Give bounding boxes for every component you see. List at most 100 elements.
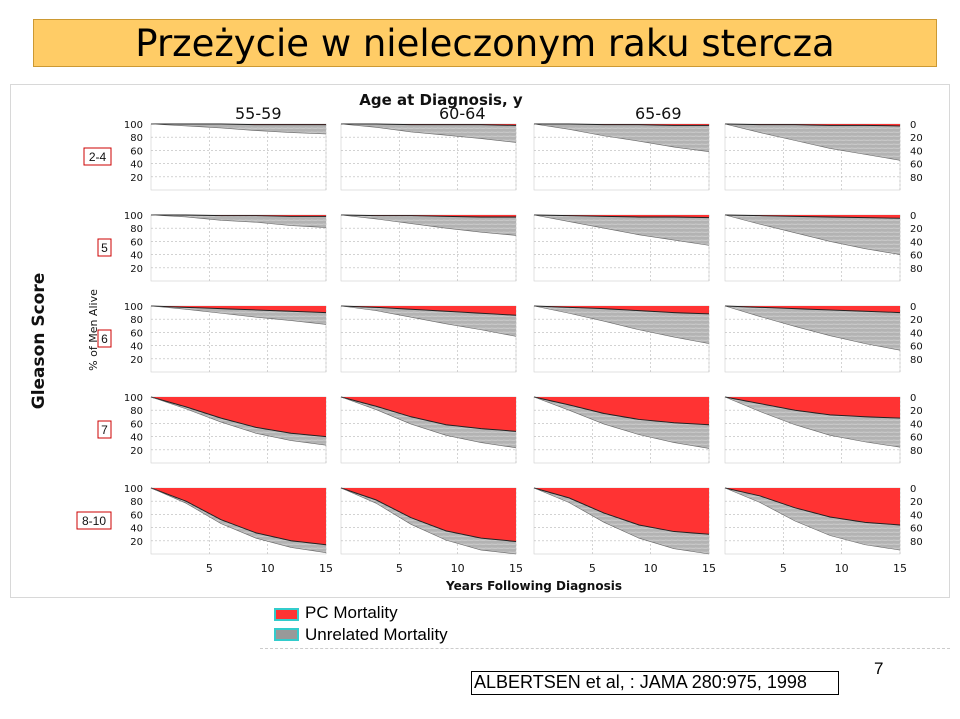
alive-boundary-line-6-65-69	[533, 305, 710, 344]
alive-boundary-line-8-10-70-74	[724, 487, 901, 551]
y-right-tick-5-60: 60	[910, 251, 923, 262]
legend-label-pc-mortality: PC Mortality	[305, 603, 398, 622]
pc-mortality-area-8-10-70-74	[725, 488, 900, 525]
chart-title: Age at Diagnosis, y	[359, 91, 523, 109]
x-tick-65-69-5: 5	[589, 562, 596, 575]
y-right-tick-8-10-80: 80	[910, 537, 923, 548]
x-tick-70-74-10: 10	[835, 562, 849, 575]
alive-boundary-line-6-70-74	[724, 305, 901, 351]
pc-mortality-area-7-55-59	[151, 397, 326, 437]
alive-boundary-line-2-4-60-64	[340, 123, 517, 143]
pc-mortality-area-8-10-60-64	[341, 488, 516, 542]
y-right-tick-6-60: 60	[910, 342, 923, 353]
row-label-7: 7	[101, 423, 108, 437]
row-axis-title: Gleason Score	[29, 273, 49, 410]
pc-boundary-line-6-70-74	[724, 305, 901, 314]
column-header-65-69: 65-69	[635, 104, 682, 123]
row-label-box-7	[97, 420, 112, 439]
pc-boundary-line-2-4-60-64	[341, 123, 517, 126]
y-left-tick-7-40: 40	[130, 433, 143, 444]
pc-boundary-line-6-65-69	[533, 305, 710, 315]
y-left-tick-6-40: 40	[130, 342, 143, 353]
x-tick-70-74-15: 15	[893, 562, 907, 575]
y-left-tick-6-100: 100	[124, 302, 143, 313]
y-right-tick-8-10-0: 0	[910, 484, 916, 495]
pc-boundary-line-8-10-65-69	[533, 487, 710, 535]
row-label-box-8-10	[76, 511, 112, 530]
alive-boundary-line-2-4-70-74	[724, 123, 901, 161]
pc-boundary-line-5-70-74	[724, 214, 901, 219]
slide-title-banner: Przeżycie w nieleczonym raku stercza	[33, 19, 937, 67]
pc-boundary-line-7-65-69	[533, 396, 710, 426]
y-left-tick-7-100: 100	[124, 393, 143, 404]
legend-label-unrelated-mortality: Unrelated Mortality	[305, 625, 448, 644]
y-right-tick-2-4-60: 60	[910, 160, 923, 171]
figure-frame: Age at Diagnosis, y55-5960-6465-6970-74G…	[10, 84, 950, 598]
pc-mortality-area-7-65-69	[534, 397, 709, 425]
pc-boundary-line-6-55-59	[150, 305, 327, 314]
y-right-tick-7-40: 40	[910, 419, 923, 430]
y-left-tick-8-10-40: 40	[130, 524, 143, 535]
x-tick-55-59-5: 5	[206, 562, 213, 575]
survival-chart-grid: Age at Diagnosis, y55-5960-6465-6970-74G…	[29, 91, 923, 593]
column-header-60-64: 60-64	[439, 104, 486, 123]
pc-boundary-line-5-55-59	[151, 214, 326, 217]
row-label-box-2-4	[83, 147, 112, 166]
unrelated-mortality-area-6-60-64	[341, 306, 516, 337]
column-header-55-59: 55-59	[235, 104, 282, 123]
pc-mortality-area-6-60-64	[341, 306, 516, 316]
y-left-tick-6-80: 80	[130, 315, 143, 326]
pc-mortality-area-8-10-55-59	[151, 488, 326, 545]
alive-boundary-line-7-60-64	[340, 396, 517, 449]
y-right-tick-6-40: 40	[910, 328, 923, 339]
x-tick-65-69-10: 10	[644, 562, 658, 575]
pc-boundary-line-5-65-69	[533, 214, 710, 219]
y-right-tick-5-0: 0	[910, 211, 916, 222]
pc-boundary-line-8-10-70-74	[724, 487, 901, 526]
y-left-tick-8-10-80: 80	[130, 497, 143, 508]
y-left-tick-5-60: 60	[130, 237, 143, 248]
pc-boundary-line-5-60-64	[340, 214, 516, 218]
y-left-tick-7-60: 60	[130, 419, 143, 430]
y-left-tick-2-4-40: 40	[130, 160, 143, 171]
alive-boundary-line-7-70-74	[724, 396, 901, 448]
x-tick-55-59-10: 10	[261, 562, 275, 575]
legend-swatch-unrelated-mortality	[274, 628, 299, 641]
pc-boundary-line-2-4-65-69	[534, 123, 709, 126]
unrelated-mortality-area-7-65-69	[534, 397, 709, 449]
x-tick-60-64-10: 10	[451, 562, 465, 575]
unrelated-mortality-area-7-60-64	[341, 397, 516, 448]
y-left-tick-2-4-60: 60	[130, 146, 143, 157]
alive-boundary-line-5-65-69	[533, 214, 710, 246]
pc-boundary-line-7-55-59	[150, 396, 327, 438]
y-left-tick-5-40: 40	[130, 251, 143, 262]
y-left-tick-6-60: 60	[130, 328, 143, 339]
pc-boundary-line-2-4-70-74	[724, 123, 901, 127]
y-left-tick-8-10-100: 100	[124, 484, 143, 495]
row-label-6: 6	[101, 332, 108, 346]
alive-boundary-line-8-10-65-69	[533, 487, 710, 555]
legend-swatch-pc-mortality	[274, 608, 299, 621]
y-right-tick-8-10-40: 40	[910, 510, 923, 521]
unrelated-mortality-area-2-4-65-69	[534, 124, 709, 152]
y-left-tick-7-20: 20	[130, 446, 143, 457]
y-left-tick-7-80: 80	[130, 406, 143, 417]
pc-boundary-line-7-70-74	[724, 396, 901, 419]
page-number: 7	[874, 659, 884, 678]
y-right-tick-7-0: 0	[910, 393, 916, 404]
row-label-box-6	[97, 329, 112, 348]
y-left-tick-6-20: 20	[130, 355, 143, 366]
unrelated-mortality-area-7-55-59	[151, 397, 326, 446]
unrelated-mortality-area-7-70-74	[725, 397, 900, 448]
alive-boundary-line-5-60-64	[340, 214, 517, 236]
x-tick-70-74-5: 5	[780, 562, 787, 575]
row-label-box-5	[97, 238, 112, 257]
unrelated-mortality-area-2-4-70-74	[725, 124, 900, 161]
citation: ALBERTSEN et al, : JAMA 280:975, 1998	[471, 671, 839, 695]
unrelated-mortality-area-2-4-60-64	[341, 124, 516, 143]
alive-boundary-line-5-70-74	[724, 214, 901, 255]
y-left-tick-2-4-20: 20	[130, 173, 143, 184]
alive-boundary-line-6-60-64	[340, 305, 517, 337]
y-right-tick-5-20: 20	[910, 224, 923, 235]
pc-boundary-line-7-60-64	[340, 396, 517, 432]
